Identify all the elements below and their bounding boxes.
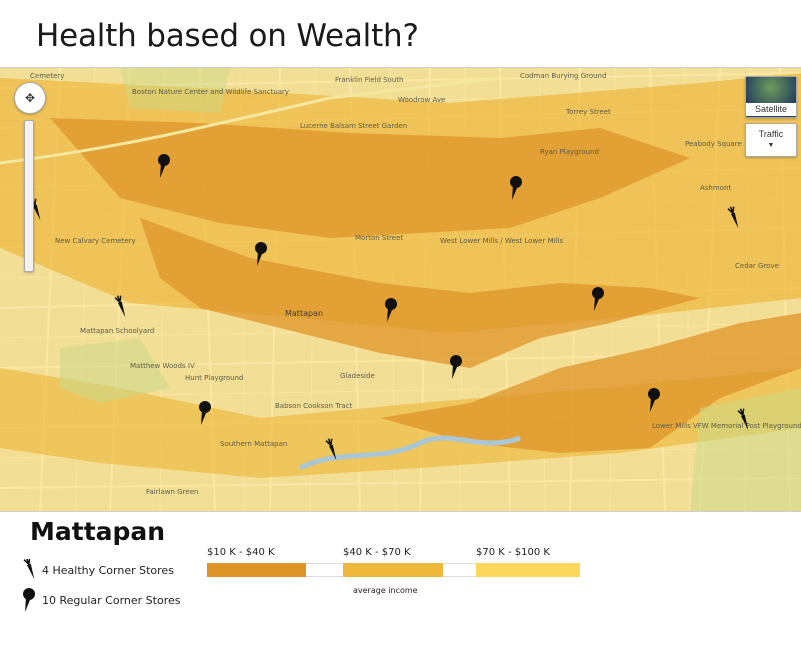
- map-label: Mattapan: [285, 309, 323, 318]
- highway: [0, 76, 501, 165]
- map-label: Babson Cookson Tract: [275, 402, 352, 410]
- map-label: Codman Burying Ground: [520, 72, 606, 80]
- page-title: Health based on Wealth?: [36, 18, 419, 54]
- map-label: Morton Street: [355, 234, 403, 242]
- map-label: Gladeside: [340, 372, 375, 380]
- pin-icon: [510, 176, 522, 200]
- pin-icon: [592, 287, 604, 311]
- carrot-icon: [737, 408, 749, 431]
- map-label: Matthew Woods IV: [130, 362, 195, 370]
- map-label: Ryan Playground: [540, 148, 599, 156]
- pin-icon: [385, 298, 397, 322]
- income-swatch-mid: [343, 563, 443, 577]
- carrot-icon: [727, 206, 739, 229]
- income-swatch-low: [207, 563, 306, 577]
- income-zone-low-south: [380, 313, 801, 453]
- income-range-label-mid: $40 K - $70 K: [343, 547, 411, 558]
- park-area-3: [120, 68, 230, 113]
- income-zone-low-central: [140, 218, 700, 368]
- pin-icon: [648, 388, 660, 412]
- satellite-button[interactable]: Satellite: [745, 76, 797, 118]
- carrot-icon: [114, 295, 126, 318]
- pin-icon: [199, 401, 211, 425]
- map-label: West Lower Mills / West Lower Mills: [440, 237, 563, 245]
- traffic-button[interactable]: Traffic ▼: [745, 123, 797, 157]
- carrot-icon: [325, 438, 337, 461]
- carrot-icon: [23, 559, 35, 580]
- legend-regular: 10 Regular Corner Stores: [22, 587, 180, 613]
- map-label: Mattapan Schoolyard: [80, 327, 154, 335]
- healthy-stores-label: 4 Healthy Corner Stores: [42, 563, 174, 577]
- map-label: Peabody Square: [685, 140, 742, 148]
- map-label: Boston Nature Center and Wildlife Sanctu…: [132, 88, 289, 96]
- map-canvas[interactable]: Cemetery Boston Nature Center and Wildli…: [0, 67, 801, 512]
- river: [298, 435, 521, 471]
- neighborhood-title: Mattapan: [30, 517, 166, 546]
- map-label: Lucerne Balsam Street Garden: [300, 122, 407, 130]
- park-area: [60, 338, 170, 403]
- chevron-down-icon: ▼: [767, 142, 775, 149]
- globe-icon: [746, 77, 796, 103]
- map-label: Ashmont: [700, 184, 731, 192]
- healthy-store-markers: [29, 198, 749, 461]
- income-swatch-high: [476, 563, 580, 577]
- map-label: New Calvary Cemetery: [55, 237, 136, 245]
- zoom-slider[interactable]: [24, 120, 34, 272]
- income-zone-low-north: [50, 118, 690, 238]
- map-label: Fairlawn Green: [146, 488, 198, 496]
- legend-gap: [306, 563, 343, 577]
- pan-control[interactable]: ✥: [14, 82, 46, 114]
- map-label: Cedar Grove: [735, 262, 779, 270]
- legend-gap: [443, 563, 476, 577]
- pin-icon: [23, 588, 35, 612]
- pin-icon: [450, 355, 462, 379]
- satellite-label: Satellite: [746, 103, 796, 116]
- traffic-label: Traffic: [758, 129, 784, 139]
- legend-healthy: 4 Healthy Corner Stores: [22, 559, 174, 581]
- pin-icon: [255, 242, 267, 266]
- map-label: Southern Mattapan: [220, 440, 287, 448]
- map-label: Lower Mills VFW Memorial Post Playground: [652, 422, 801, 430]
- map-svg: Cemetery Boston Nature Center and Wildli…: [0, 68, 801, 511]
- map-label: Cemetery: [30, 72, 64, 80]
- regular-stores-label: 10 Regular Corner Stores: [42, 593, 181, 607]
- map-label: Hunt Playground: [185, 374, 243, 382]
- income-range-label-high: $70 K - $100 K: [476, 547, 550, 558]
- park-area-2: [690, 388, 801, 511]
- regular-store-markers: [158, 154, 660, 425]
- pin-icon: [158, 154, 170, 178]
- income-range-label-low: $10 K - $40 K: [207, 547, 275, 558]
- map-label: Franklin Field South: [335, 76, 403, 84]
- map-label: Woodrow Ave: [398, 96, 445, 104]
- income-caption: average income: [353, 586, 418, 595]
- map-label: Torrey Street: [565, 108, 611, 116]
- map-labels: Cemetery Boston Nature Center and Wildli…: [30, 72, 801, 496]
